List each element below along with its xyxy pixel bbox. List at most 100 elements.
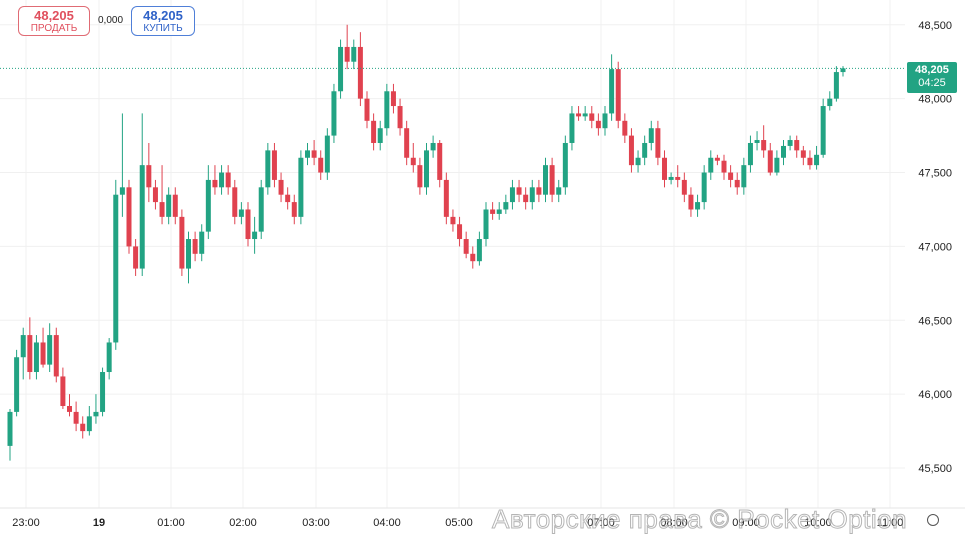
candle: [688, 187, 694, 217]
candle: [100, 367, 106, 417]
y-axis: 45,500 46,000 46,500 47,000 47,500 48,000 48,5…: [918, 20, 952, 475]
candle: [840, 66, 846, 77]
candle: [146, 142, 152, 203]
x-tick-label: 10:00: [804, 517, 832, 529]
candle: [232, 179, 238, 225]
current-price-tag: 48,205 04:25: [907, 62, 957, 93]
candle: [397, 98, 403, 136]
candle: [701, 165, 707, 210]
candle: [794, 135, 800, 158]
x-tick-label: 19: [93, 517, 105, 529]
candle: [351, 39, 357, 70]
x-tick-label: 05:00: [445, 517, 473, 529]
candle: [199, 224, 205, 262]
candle: [192, 231, 198, 262]
candle: [225, 165, 231, 195]
candle: [212, 165, 218, 195]
candle: [238, 202, 244, 225]
candle: [761, 125, 767, 158]
candle: [470, 246, 476, 269]
candle: [569, 106, 575, 151]
candle: [305, 142, 310, 166]
candle: [357, 32, 363, 107]
candle: [714, 154, 720, 166]
settings-icon[interactable]: [927, 514, 939, 526]
candle: [93, 394, 99, 424]
y-tick-label: 48,000: [918, 94, 952, 106]
candle: [106, 338, 112, 380]
candle: [53, 327, 59, 383]
candle: [814, 145, 820, 170]
candle: [675, 165, 681, 188]
candle: [582, 106, 588, 121]
candle: [139, 113, 145, 276]
watermark: Авторские права © Pocket Option: [491, 504, 908, 535]
candle: [833, 66, 839, 102]
x-tick-label: 07:00: [587, 517, 615, 529]
candle: [384, 83, 390, 136]
candle: [635, 150, 641, 173]
candle: [463, 231, 469, 259]
candle: [602, 106, 608, 136]
candle: [628, 128, 634, 173]
candle: [496, 202, 502, 220]
candle: [509, 179, 515, 210]
candle: [503, 194, 509, 214]
candle: [556, 179, 562, 203]
buy-button[interactable]: 48,205 КУПИТЬ: [131, 6, 195, 36]
candle: [476, 231, 482, 266]
candle: [655, 120, 661, 166]
candle: [728, 165, 734, 188]
candle: [119, 113, 125, 217]
candle: [113, 179, 119, 350]
candle: [721, 154, 727, 180]
candle: [344, 24, 350, 70]
candle: [245, 202, 251, 247]
candle: [33, 335, 39, 380]
y-tick-label: 47,000: [918, 241, 952, 253]
candle: [186, 231, 191, 284]
y-tick-label: 46,500: [918, 315, 952, 327]
candle: [7, 408, 13, 461]
candle: [787, 135, 793, 151]
candle: [615, 61, 621, 129]
candle: [523, 187, 529, 210]
candle: [820, 98, 826, 158]
candle: [562, 135, 568, 195]
candle: [417, 157, 423, 195]
candle: [14, 349, 20, 417]
candle: [595, 113, 601, 136]
candle: [219, 165, 225, 195]
candle: [172, 187, 178, 225]
candle: [807, 150, 813, 170]
sell-button[interactable]: 48,205 ПРОДАТЬ: [18, 6, 90, 36]
candle: [536, 179, 542, 203]
x-tick-label: 01:00: [157, 517, 185, 529]
candle: [47, 323, 53, 373]
buy-label: КУПИТЬ: [143, 23, 183, 34]
candle: [827, 91, 833, 111]
candle: [40, 327, 46, 368]
candle: [648, 120, 654, 151]
spread-value: 0,000: [98, 15, 124, 26]
x-tick-label: 02:00: [229, 517, 257, 529]
candle: [252, 216, 258, 254]
candle: [159, 165, 165, 225]
candle: [443, 172, 449, 225]
candle: [549, 157, 555, 203]
candle: [734, 172, 740, 195]
current-price: 48,205: [915, 64, 949, 76]
candle: [747, 135, 753, 173]
candle: [73, 401, 79, 432]
candle: [60, 367, 66, 409]
candle: [543, 157, 548, 203]
sell-label: ПРОДАТЬ: [30, 23, 78, 34]
candle: [80, 416, 86, 439]
candle: [404, 120, 410, 166]
candle: [483, 202, 489, 247]
buy-price: 48,205: [143, 8, 183, 23]
candle: [377, 120, 383, 151]
sell-price: 48,205: [34, 8, 74, 23]
chart-grid: [0, 0, 905, 508]
